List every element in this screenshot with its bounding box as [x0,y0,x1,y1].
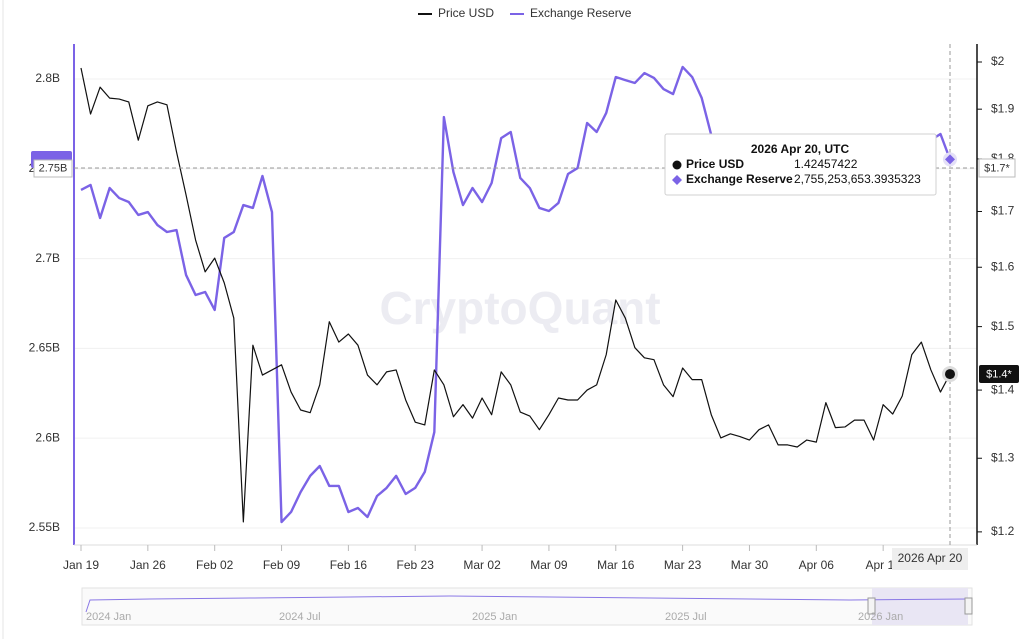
tooltip-box [664,133,937,196]
x-tick-label: Feb 23 [397,558,435,572]
legend-label[interactable]: Price USD [438,6,494,20]
price-label-box [979,365,1019,383]
y2-tick-label: $2 [991,54,1005,68]
y2-tick-label: $1.9 [991,101,1015,115]
crosshair-label-box [33,159,73,178]
price-label: $1.4* [986,368,1012,380]
crosshair-x-label: 2026 Apr 20 [898,551,963,565]
y2-tick-label: $1.2 [991,524,1015,538]
x-tick-label: Feb 02 [196,558,234,572]
tooltip-value: 2,755,253,653.3935323 [794,172,921,186]
crosshair-y2-label: $1.7* [984,162,1010,174]
x-tick-label: Feb 16 [330,558,368,572]
x-tick-label: Apr 06 [799,558,835,572]
navigator-line [85,595,969,613]
legend: Price USD Exchange Reserve [418,6,632,20]
watermark: CryptoQuant [379,282,660,334]
crosshair-label-box [978,158,1016,178]
tooltip-marker [672,175,682,185]
y2-tick-label: $1.7 [991,204,1015,218]
navigator-label: 2024 Jan [86,611,131,623]
navigator-selection[interactable] [872,588,968,625]
crosshair-label-box [892,548,968,570]
y-tick-label: 2.6B [35,430,60,444]
x-tick-label: Mar 16 [597,558,635,572]
crosshair-y-label: 2.75B [39,162,68,174]
y-tick-label: 2.55B [29,520,60,534]
x-tick-label: Mar 02 [463,558,501,572]
y2-tick-label: $1.3 [991,450,1015,464]
navigator-label: 2024 Jul [279,611,321,623]
navigator-label: 2025 Jan [472,611,517,623]
y-tick-label: 2.7B [35,251,60,265]
x-tick-label: Mar 23 [664,558,702,572]
navigator-handle[interactable] [964,597,973,615]
x-tick-label: Feb 09 [263,558,301,572]
x-tick-label: Mar 09 [530,558,568,572]
x-tick-label: Jan 26 [130,558,166,572]
tooltip-title: 2026 Apr 20, UTC [751,142,850,156]
x-tick-label: Jan 19 [63,558,99,572]
y2-tick-label: $1.6 [991,259,1015,273]
series-line [80,67,951,523]
tooltip-value: 1.42457422 [794,157,858,171]
x-tick-label: Mar 30 [731,558,769,572]
overlay [942,152,958,383]
tooltip-marker [672,160,682,170]
navigator-label: 2025 Jul [665,611,707,623]
y2-tick-label: $1.4 [991,382,1015,396]
tooltip-series: Price USD [686,157,744,171]
tooltip-series: Exchange Reserve [686,172,793,186]
y2-tick-label: $1.5 [991,319,1015,333]
end-marker [945,369,955,380]
navigator-label: 2026 Jan [858,611,903,623]
legend-label[interactable]: Exchange Reserve [530,6,632,20]
navigator-box [81,587,973,626]
end-marker [945,154,955,165]
tooltip: 2026 Apr 20, UTC Price USD 1.42457422 Ex… [664,133,937,196]
navigator[interactable]: 2024 Jan 2024 Jul 2025 Jan 2025 Jul 2026 Jan [81,587,973,626]
navigator-handle[interactable] [867,597,876,615]
y-tick-label: 2.65B [29,341,60,355]
crosshair-labels: 2.75B $1.7* $1.4* 2026 Apr 20 [31,151,1019,570]
y-tick-label: 2.8B [35,71,60,85]
